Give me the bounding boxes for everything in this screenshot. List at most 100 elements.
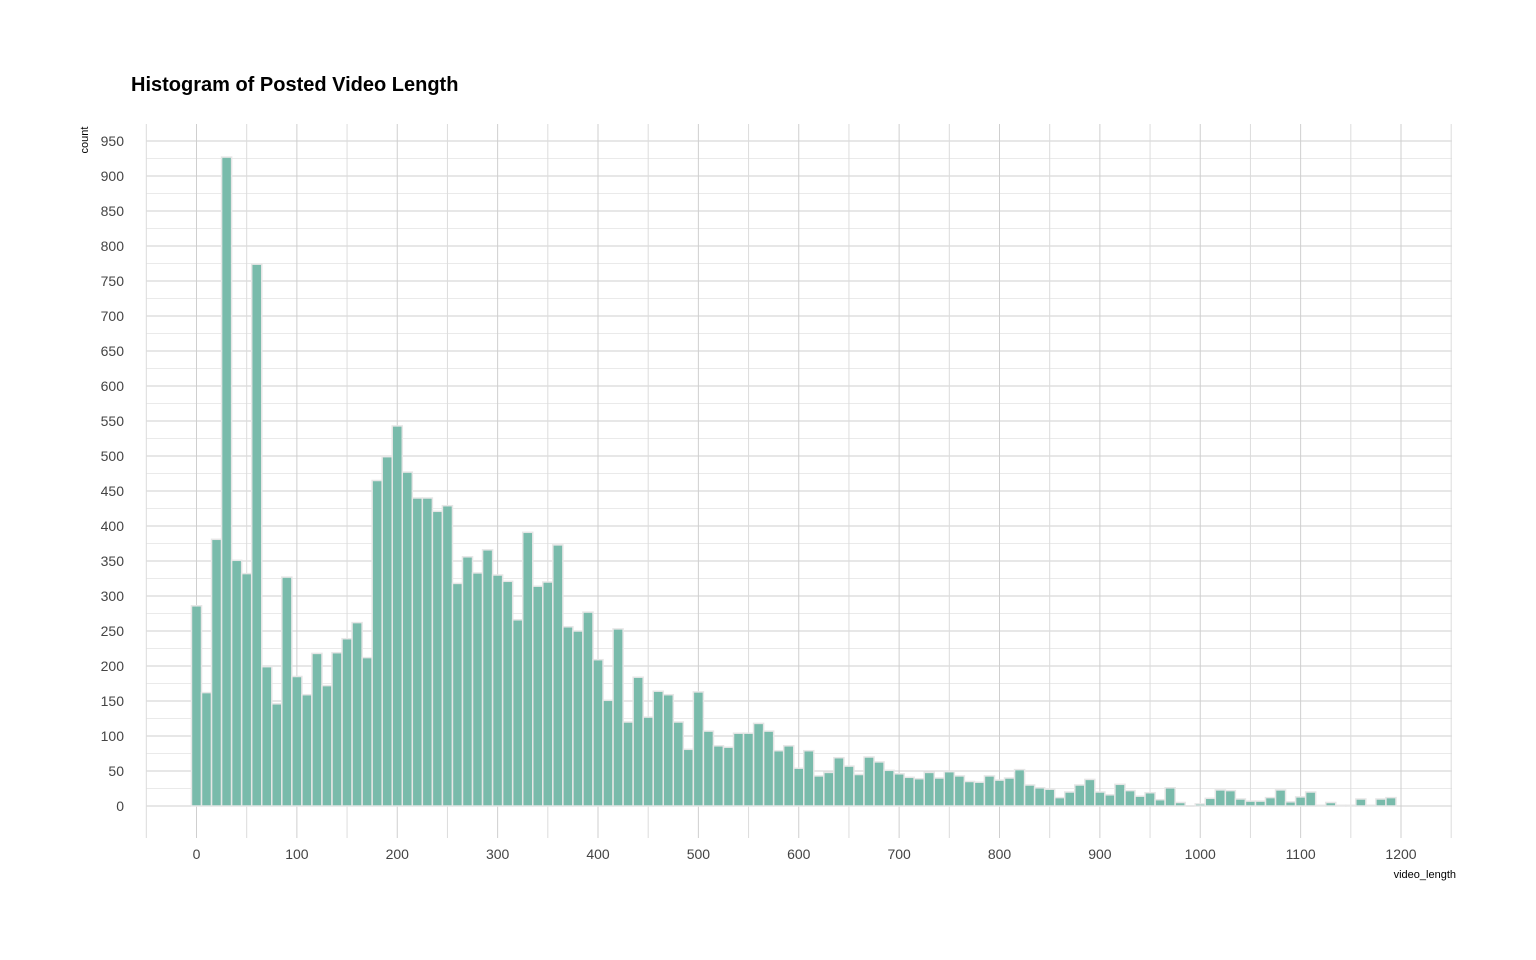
- histogram-bar: [1164, 787, 1176, 807]
- histogram-bar: [1124, 789, 1136, 807]
- histogram-bar: [672, 721, 685, 807]
- histogram-bar: [411, 497, 424, 807]
- histogram-bar: [321, 684, 333, 807]
- x-axis-label: video_length: [1394, 869, 1456, 881]
- y-tick-label: 400: [101, 518, 125, 534]
- histogram-bar: [311, 652, 323, 807]
- histogram-bar: [1053, 796, 1066, 807]
- chart-title: Histogram of Posted Video Length: [131, 74, 459, 96]
- y-tick-label: 200: [101, 658, 125, 674]
- x-tick-label: 900: [1088, 846, 1112, 862]
- histogram-bar: [572, 630, 584, 807]
- histogram-bar: [1174, 801, 1186, 807]
- x-tick-label: 600: [787, 846, 811, 862]
- x-tick-label: 1000: [1185, 846, 1216, 862]
- x-tick-label: 500: [687, 846, 711, 862]
- histogram-bar: [200, 691, 213, 807]
- histogram-bar: [1074, 784, 1086, 807]
- y-tick-label: 600: [101, 378, 125, 394]
- histogram-bar: [883, 769, 895, 807]
- histogram-bar: [371, 479, 383, 807]
- y-tick-label: 700: [101, 308, 125, 324]
- histogram-bar: [1214, 789, 1227, 807]
- histogram-bar: [1043, 788, 1056, 807]
- histogram-bar: [993, 779, 1006, 807]
- histogram-bar: [803, 749, 815, 807]
- histogram-bar: [622, 721, 634, 807]
- histogram-bar: [441, 504, 454, 807]
- histogram-bar: [722, 746, 735, 807]
- histogram-bar: [943, 770, 956, 807]
- x-tick-label: 100: [285, 846, 309, 862]
- histogram-bar: [361, 656, 373, 807]
- histogram-bar: [1084, 778, 1096, 807]
- histogram-bar: [782, 745, 795, 807]
- histogram-bar: [1114, 783, 1126, 807]
- histogram-bar: [250, 263, 263, 807]
- histogram-bar: [953, 775, 966, 807]
- y-tick-label: 250: [101, 623, 125, 639]
- histogram-bar: [230, 559, 243, 807]
- histogram-bar: [331, 651, 343, 807]
- histogram-bar: [632, 676, 644, 807]
- histogram-bar: [301, 693, 313, 807]
- histogram-bar: [1234, 798, 1247, 807]
- x-axis-ticks: 0 100 200 300 400 500 600 700 800 900 1000 1100 1200: [193, 846, 1417, 862]
- histogram-bar: [1254, 800, 1267, 807]
- histogram-bar: [1355, 798, 1367, 807]
- histogram-bar: [421, 497, 434, 807]
- histogram-bar: [461, 556, 474, 807]
- x-tick-label: 400: [586, 846, 610, 862]
- histogram-bar: [893, 773, 905, 807]
- histogram-bar: [873, 761, 885, 807]
- histogram-bar: [612, 628, 624, 807]
- histogram-bar: [742, 732, 755, 807]
- histogram-bar: [1144, 791, 1156, 807]
- histogram-bar: [1324, 801, 1337, 807]
- histogram-bar: [351, 621, 363, 807]
- histogram-bar: [652, 690, 664, 807]
- histogram-bar: [1385, 796, 1397, 807]
- histogram-bar: [772, 749, 785, 807]
- histogram-bar: [1104, 794, 1116, 807]
- histogram-bar: [933, 777, 946, 807]
- histogram-bar: [491, 574, 504, 807]
- y-tick-label: 350: [101, 553, 125, 569]
- histogram-bar: [1345, 804, 1357, 807]
- y-tick-label: 300: [101, 588, 125, 604]
- histogram-bar: [1224, 789, 1237, 807]
- histogram-bar: [682, 748, 695, 807]
- histogram-bars: [190, 156, 1397, 807]
- x-tick-label: 0: [193, 846, 201, 862]
- histogram-bar: [562, 626, 574, 807]
- histogram-bar: [1274, 789, 1287, 807]
- histogram-bar: [1204, 797, 1217, 807]
- histogram-bar: [853, 773, 865, 807]
- histogram-bar: [903, 776, 915, 807]
- histogram-bar: [983, 775, 996, 807]
- histogram-bar: [973, 781, 986, 807]
- x-tick-label: 1100: [1286, 846, 1316, 862]
- y-axis-ticks: 0 50 100 150 200 250 300 350 400 450 500 550 600 650 7…: [101, 133, 125, 814]
- histogram-bar: [1294, 796, 1307, 807]
- histogram-bar: [391, 425, 404, 807]
- histogram-bar: [843, 765, 855, 807]
- histogram-bar: [341, 637, 353, 807]
- histogram-bar: [762, 730, 775, 807]
- histogram-bar: [1375, 798, 1387, 807]
- histogram-bar: [792, 767, 805, 807]
- histogram-bar: [190, 605, 203, 807]
- y-axis-label: count: [79, 127, 91, 154]
- histogram-bar: [552, 544, 564, 807]
- y-tick-label: 800: [101, 238, 125, 254]
- histogram-bar: [1094, 791, 1106, 807]
- histogram-bar: [1023, 784, 1036, 807]
- histogram-bar: [1154, 798, 1166, 807]
- y-tick-label: 450: [101, 483, 125, 499]
- histogram-bar: [401, 471, 414, 807]
- x-tick-label: 700: [887, 846, 911, 862]
- histogram-bar: [1033, 787, 1046, 807]
- histogram-bar: [1244, 800, 1257, 807]
- histogram-bar: [923, 771, 936, 807]
